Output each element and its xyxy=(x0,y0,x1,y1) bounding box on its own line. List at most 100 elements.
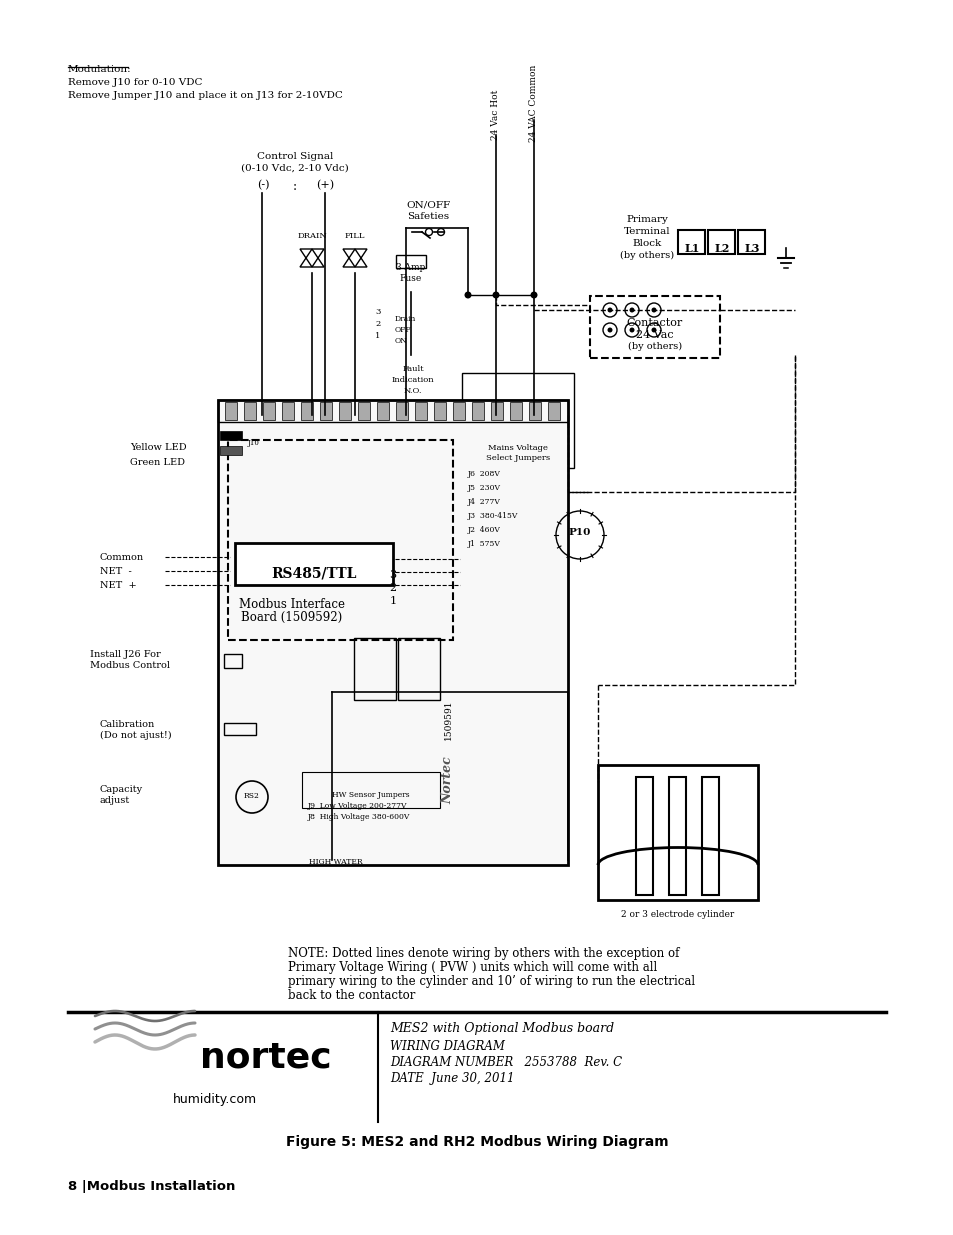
Text: DATE  June 30, 2011: DATE June 30, 2011 xyxy=(390,1072,514,1086)
Circle shape xyxy=(607,308,612,312)
Text: Modbus Interface: Modbus Interface xyxy=(239,598,345,611)
Bar xyxy=(636,777,652,895)
Text: RS2: RS2 xyxy=(244,792,259,800)
Text: 1509591: 1509591 xyxy=(443,700,452,740)
Bar xyxy=(220,446,242,454)
Text: Nortec: Nortec xyxy=(441,756,454,804)
Bar xyxy=(510,403,521,420)
Bar xyxy=(701,777,719,895)
Bar xyxy=(218,400,567,864)
Bar xyxy=(301,403,313,420)
Text: ON/OFF: ON/OFF xyxy=(406,200,450,209)
Bar xyxy=(218,400,567,422)
Text: Contactor: Contactor xyxy=(626,317,682,329)
Bar xyxy=(234,543,393,585)
Text: 1: 1 xyxy=(375,332,380,340)
Text: Block: Block xyxy=(632,240,661,248)
Text: Board (1509592): Board (1509592) xyxy=(241,611,342,624)
Bar xyxy=(472,403,483,420)
Bar xyxy=(319,403,332,420)
Text: Primary: Primary xyxy=(625,215,667,224)
Bar xyxy=(529,403,540,420)
Text: 8 |Modbus Installation: 8 |Modbus Installation xyxy=(68,1179,235,1193)
Bar xyxy=(220,431,242,440)
Circle shape xyxy=(651,327,656,332)
Text: J2  460V: J2 460V xyxy=(468,526,500,534)
Text: primary wiring to the cylinder and 10’ of wiring to run the electrical: primary wiring to the cylinder and 10’ o… xyxy=(288,974,695,988)
Bar xyxy=(395,403,408,420)
Bar xyxy=(707,230,734,254)
Circle shape xyxy=(492,291,499,299)
Bar xyxy=(668,777,685,895)
Text: Mains Voltage: Mains Voltage xyxy=(488,445,547,452)
Circle shape xyxy=(651,308,656,312)
Text: Green LED: Green LED xyxy=(130,458,185,467)
Text: humidity.com: humidity.com xyxy=(172,1093,256,1107)
Text: J1  575V: J1 575V xyxy=(468,540,500,548)
Bar xyxy=(589,296,720,358)
Bar xyxy=(415,403,427,420)
Text: 3 Amp: 3 Amp xyxy=(395,263,425,272)
Text: Primary Voltage Wiring ( PVW ) units which will come with all: Primary Voltage Wiring ( PVW ) units whi… xyxy=(288,961,657,974)
Text: Install J26 For: Install J26 For xyxy=(90,650,161,659)
Text: ON: ON xyxy=(395,337,408,345)
Circle shape xyxy=(629,327,634,332)
Text: Fuse: Fuse xyxy=(399,274,421,283)
Bar xyxy=(354,638,395,700)
Text: Safeties: Safeties xyxy=(407,212,449,221)
Text: J3  380-415V: J3 380-415V xyxy=(468,513,517,520)
Text: Remove J10 for 0-10 VDC: Remove J10 for 0-10 VDC xyxy=(68,78,202,86)
Bar xyxy=(738,230,764,254)
Text: NET  -: NET - xyxy=(100,567,132,576)
Text: (by others): (by others) xyxy=(619,251,674,261)
Text: N.O.: N.O. xyxy=(403,387,422,395)
Text: DIAGRAM NUMBER   2553788  Rev. C: DIAGRAM NUMBER 2553788 Rev. C xyxy=(390,1056,621,1070)
Text: 2: 2 xyxy=(375,320,380,329)
Text: Indication: Indication xyxy=(392,375,434,384)
Text: Common: Common xyxy=(100,553,144,562)
Bar xyxy=(434,403,446,420)
Text: MES2 with Optional Modbus board: MES2 with Optional Modbus board xyxy=(390,1023,614,1035)
Bar xyxy=(461,373,574,468)
Bar xyxy=(224,655,242,668)
Text: (by others): (by others) xyxy=(627,342,681,351)
Text: Figure 5: MES2 and RH2 Modbus Wiring Diagram: Figure 5: MES2 and RH2 Modbus Wiring Dia… xyxy=(285,1135,668,1149)
Text: J5  230V: J5 230V xyxy=(468,484,500,492)
Bar xyxy=(397,638,439,700)
Circle shape xyxy=(530,291,537,299)
Bar xyxy=(453,403,464,420)
Text: Calibration: Calibration xyxy=(100,720,155,729)
Text: Drain: Drain xyxy=(395,315,416,324)
Text: L3: L3 xyxy=(743,242,759,253)
Bar xyxy=(395,254,426,268)
Text: NET  +: NET + xyxy=(100,580,136,590)
Text: adjust: adjust xyxy=(100,797,131,805)
Text: HIGH WATER: HIGH WATER xyxy=(309,858,362,866)
Bar xyxy=(302,772,439,808)
Bar xyxy=(547,403,559,420)
Text: (-): (-) xyxy=(256,180,269,190)
Text: Terminal: Terminal xyxy=(623,227,670,236)
Text: back to the contactor: back to the contactor xyxy=(288,989,415,1002)
Text: L1: L1 xyxy=(683,242,699,253)
Text: 24 Vac Hot: 24 Vac Hot xyxy=(491,90,500,141)
Bar xyxy=(228,440,453,640)
Bar xyxy=(225,403,236,420)
Text: RS485/TTL: RS485/TTL xyxy=(271,566,356,580)
Bar xyxy=(338,403,351,420)
Bar xyxy=(224,722,255,735)
Text: Yellow LED: Yellow LED xyxy=(130,443,187,452)
Circle shape xyxy=(464,291,471,299)
Bar xyxy=(282,403,294,420)
Bar xyxy=(491,403,502,420)
Bar xyxy=(263,403,274,420)
Text: J4  277V: J4 277V xyxy=(468,498,500,506)
Text: J9  Low Voltage 200-277V: J9 Low Voltage 200-277V xyxy=(308,802,407,810)
Bar xyxy=(244,403,255,420)
Text: Remove Jumper J10 and place it on J13 for 2-10VDC: Remove Jumper J10 and place it on J13 fo… xyxy=(68,91,342,100)
Text: 24 Vac: 24 Vac xyxy=(636,330,673,340)
Text: 2: 2 xyxy=(389,583,396,593)
Text: Fault: Fault xyxy=(402,366,423,373)
Text: Capacity: Capacity xyxy=(100,785,143,794)
Circle shape xyxy=(629,308,634,312)
